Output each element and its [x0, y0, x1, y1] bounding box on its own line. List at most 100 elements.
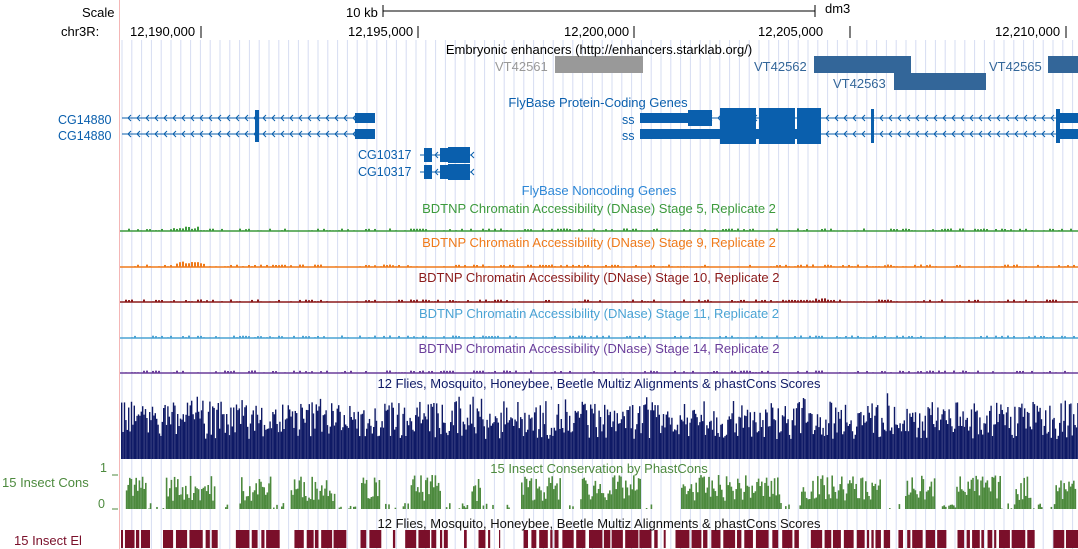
dnase-peak — [374, 265, 376, 267]
phastcons-bar — [266, 492, 269, 509]
dnase-track-title[interactable]: BDTNP Chromatin Accessibility (DNase) St… — [422, 235, 776, 250]
enhancer-label[interactable]: VT42562 — [754, 59, 807, 74]
multiz-bar — [248, 438, 250, 459]
dnase-peak — [227, 371, 229, 373]
dnase-peak — [386, 265, 388, 267]
dnase-peak — [608, 335, 610, 338]
gene-label[interactable]: ss — [622, 113, 635, 127]
gene-exon — [871, 125, 874, 143]
multiz-bar — [538, 429, 540, 459]
conserved-element — [675, 530, 690, 548]
gene-exon — [759, 108, 795, 128]
dnase-track-title[interactable]: BDTNP Chromatin Accessibility (DNase) St… — [422, 201, 776, 216]
dnase-peak — [1007, 335, 1009, 338]
enhancer-label[interactable]: VT42563 — [833, 76, 886, 91]
phastcons-bar — [745, 475, 747, 509]
dnase-peak — [140, 230, 142, 231]
dnase-peak — [800, 335, 802, 338]
multiz-bar — [405, 435, 407, 459]
protein-genes-track-title[interactable]: FlyBase Protein-Coding Genes — [508, 95, 688, 110]
dnase-peak — [305, 371, 307, 373]
enhancers-track-title[interactable]: Embryonic enhancers (http://enhancers.st… — [445, 42, 753, 57]
gene-label[interactable]: CG10317 — [358, 148, 412, 162]
multiz-track-title[interactable]: 12 Flies, Mosquito, Honeybee, Beetle Mul… — [377, 376, 821, 391]
conserved-element — [639, 530, 652, 548]
dnase-peak — [164, 264, 166, 267]
elements-track-title[interactable]: 12 Flies, Mosquito, Honeybee, Beetle Mul… — [377, 516, 821, 531]
strand-arrow — [861, 114, 866, 122]
dnase-peak — [752, 372, 754, 373]
multiz-bar — [1014, 406, 1016, 459]
gene-label[interactable]: CG10317 — [358, 165, 412, 179]
phastcons-bar — [634, 490, 637, 509]
phastcons-bar — [436, 485, 438, 509]
phastcons-bar — [722, 497, 725, 509]
dnase-peak — [677, 230, 679, 231]
gene-label[interactable]: ss — [622, 129, 635, 143]
dnase-peak — [149, 266, 151, 267]
gene-label[interactable]: CG14880 — [58, 113, 112, 127]
multiz-bar — [718, 436, 721, 459]
dnase-peak — [770, 266, 772, 267]
multiz-bar — [711, 429, 714, 459]
elements-side-label[interactable]: 15 Insect El — [14, 533, 82, 548]
multiz-bar — [1074, 425, 1076, 459]
dnase-peak — [497, 335, 499, 338]
phastcons-bar — [525, 478, 528, 509]
phastcons-bar — [988, 487, 990, 509]
phastcons-bar — [167, 496, 169, 509]
multiz-bar — [807, 421, 809, 459]
dnase-peak — [539, 264, 541, 267]
dnase-peak — [788, 299, 790, 302]
dnase-peak — [1061, 335, 1063, 338]
multiz-bar — [310, 436, 312, 459]
multiz-bar — [920, 437, 922, 459]
dnase-peak — [806, 229, 808, 231]
phastcons-bar — [242, 491, 245, 509]
multiz-bar — [294, 410, 296, 459]
multiz-bar — [312, 413, 315, 459]
dnase-peak — [200, 299, 202, 302]
dnase-peak — [425, 229, 427, 231]
conserved-element — [576, 530, 586, 548]
dnase-peak — [185, 226, 187, 231]
conserved-element — [981, 530, 984, 548]
multiz-bar — [681, 419, 683, 459]
multiz-bar — [602, 424, 604, 459]
multiz-bar — [710, 420, 712, 459]
phastcons-track-title[interactable]: 15 Insect Conservation by PhastCons — [490, 461, 708, 476]
dnase-track-title[interactable]: BDTNP Chromatin Accessibility (DNase) St… — [418, 270, 780, 285]
phastcons-bar — [746, 485, 749, 509]
dnase-peak — [908, 371, 910, 373]
dnase-peak — [578, 301, 580, 302]
multiz-bar — [585, 410, 588, 459]
multiz-bar — [1046, 433, 1048, 459]
multiz-bar — [703, 401, 705, 459]
dnase-peak — [236, 337, 238, 338]
chrom-label: chr3R: — [61, 24, 100, 39]
dnase-peak — [263, 372, 265, 373]
dnase-peak — [380, 266, 382, 267]
phastcons-bar — [650, 504, 653, 509]
multiz-bar — [1029, 426, 1031, 459]
dnase-track-title[interactable]: BDTNP Chromatin Accessibility (DNase) St… — [418, 341, 780, 356]
dnase-peak — [329, 230, 331, 231]
phastcons-side-label[interactable]: 15 Insect Cons — [2, 475, 89, 490]
dnase-peak — [542, 264, 544, 267]
multiz-bar — [893, 406, 896, 459]
dnase-track-title[interactable]: BDTNP Chromatin Accessibility (DNase) St… — [418, 306, 780, 321]
multiz-bar — [574, 410, 576, 459]
noncoding-track-title[interactable]: FlyBase Noncoding Genes — [521, 183, 677, 198]
enhancer-label[interactable]: VT42561 — [495, 59, 548, 74]
dnase-peak — [815, 335, 817, 338]
enhancer-label[interactable]: VT42565 — [989, 59, 1042, 74]
dnase-peak — [605, 229, 607, 231]
dnase-peak — [911, 335, 913, 338]
phastcons-bar — [554, 485, 557, 509]
dnase-peak — [572, 335, 574, 338]
dnase-peak — [593, 337, 595, 338]
gene-label[interactable]: CG14880 — [58, 129, 112, 143]
phastcons-bar — [434, 475, 437, 509]
phastcons-bar — [538, 486, 541, 509]
dnase-peak — [530, 229, 532, 231]
